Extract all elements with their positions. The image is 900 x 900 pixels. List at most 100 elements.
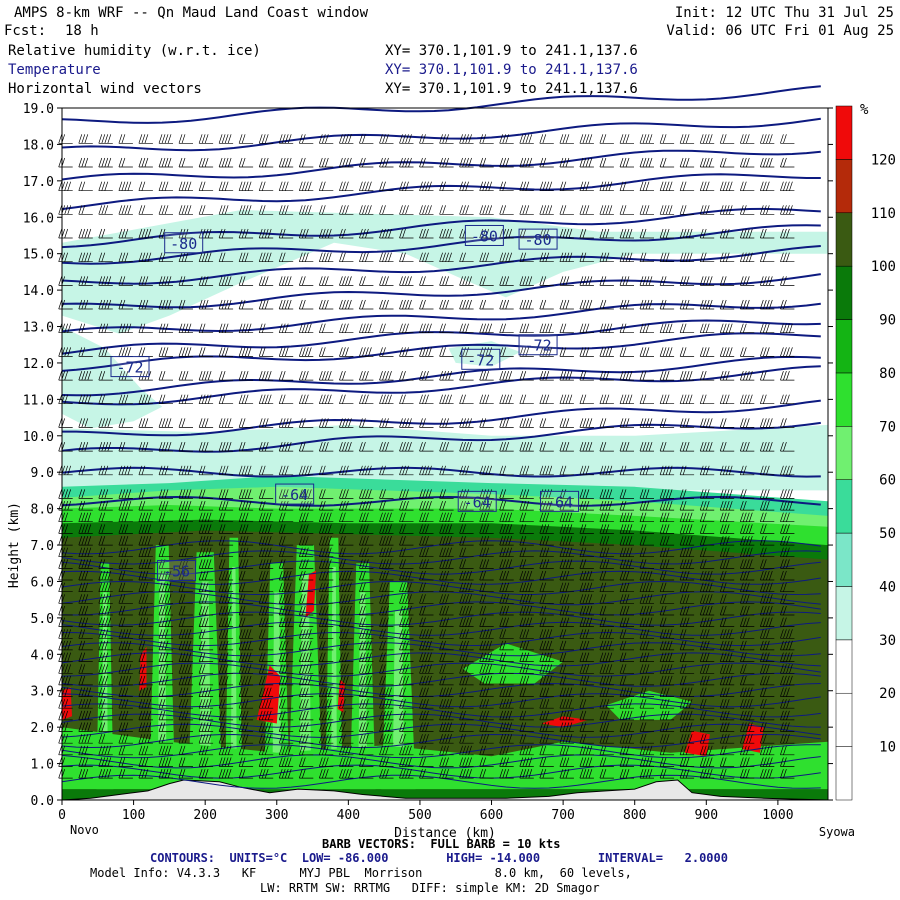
wind-barb [298,418,314,428]
wind-barb [519,441,534,452]
wind-barb [379,640,394,651]
wind-barb [519,535,534,546]
wind-barb [479,664,494,674]
wind-barb [138,252,153,263]
wind-barb [118,687,133,697]
wind-barb [178,699,193,709]
wind-barb [379,205,394,215]
wind-barb [759,629,775,639]
field-temp-xy: XY= 370.1,101.9 to 241.1,137.6 [385,62,638,78]
wind-barb [78,134,93,144]
wind-barb [719,629,735,639]
wind-barb [379,582,394,593]
wind-barb [579,768,594,779]
wind-barb [619,699,634,709]
wind-barb [639,745,654,756]
wind-barb [599,299,614,310]
temperature-contours [61,85,821,789]
wind-barb [739,205,755,215]
wind-barb [98,181,113,192]
wind-barb [759,465,775,476]
wind-barb [579,745,594,756]
wind-barb [539,441,554,452]
wind-barb [519,617,534,627]
wind-barb [659,570,675,581]
wind-barb [198,276,214,286]
wind-barb [439,757,454,767]
x-tick-label: 200 [193,808,216,823]
wind-barb [98,559,113,569]
wind-barb [178,594,193,604]
wind-barb [539,323,554,334]
wind-barb [158,617,173,627]
wind-barb [58,512,73,523]
wind-barb [238,687,254,697]
wind-barb [178,605,193,616]
wind-barb [419,745,434,756]
wind-barb [759,699,775,709]
wind-barb [479,276,494,286]
wind-barb [138,594,153,604]
wind-barb [739,512,755,523]
wind-barb [238,745,254,756]
wind-barb [519,629,534,639]
wind-barb [379,768,394,779]
wind-barb [118,157,133,168]
temperature-contour [61,601,821,616]
wind-barb [78,617,93,627]
wind-barb [739,617,755,627]
wind-barb [679,228,695,239]
wind-barb [258,699,274,709]
wind-barb [78,570,93,581]
wind-barb [559,734,574,744]
wind-barb [158,370,173,381]
wind-barb [679,134,695,144]
wind-barb [178,617,193,627]
wind-barb [258,323,274,334]
y-tick-label: 19.0 [23,102,54,117]
wind-barb [379,559,394,569]
wind-barb [138,441,153,452]
wind-barb [679,675,695,686]
wind-barb [178,500,193,511]
wind-barb [78,323,93,334]
wind-barb [499,570,514,581]
wind-barb [359,394,374,405]
wind-barb [118,465,133,476]
wind-barb [78,500,93,511]
wind-barb [699,675,715,686]
contour-label: -80 [164,232,204,254]
wind-barb [198,535,214,546]
wind-barb [519,768,534,779]
wind-barb [559,675,574,686]
wind-barb [138,605,153,616]
wind-barb [218,205,234,215]
wind-barb [318,547,334,558]
wind-barb [178,512,193,523]
wind-barb [118,710,133,721]
wind-barb [619,394,634,405]
wind-barb [318,734,334,744]
wind-barb [178,134,193,144]
wind-barb [359,252,374,263]
wind-barb [619,418,634,428]
wind-barb [519,559,534,569]
field-wind-name: Horizontal wind vectors [8,81,202,97]
wind-barb [659,664,675,674]
wind-barb [459,559,474,569]
wind-barb [539,299,554,310]
contour-label-box [275,483,315,505]
wind-barb [659,710,675,721]
wind-barb [739,699,755,709]
wind-barb [559,512,574,523]
wind-barb [739,757,755,767]
wind-barb [439,205,454,215]
wind-barb [479,370,494,381]
wind-barb [719,500,735,511]
wind-barb [379,570,394,581]
wind-barb [559,664,574,674]
wind-barb [439,594,454,604]
wind-barb [659,605,675,616]
wind-barb [419,134,434,144]
wind-barb [118,134,133,144]
